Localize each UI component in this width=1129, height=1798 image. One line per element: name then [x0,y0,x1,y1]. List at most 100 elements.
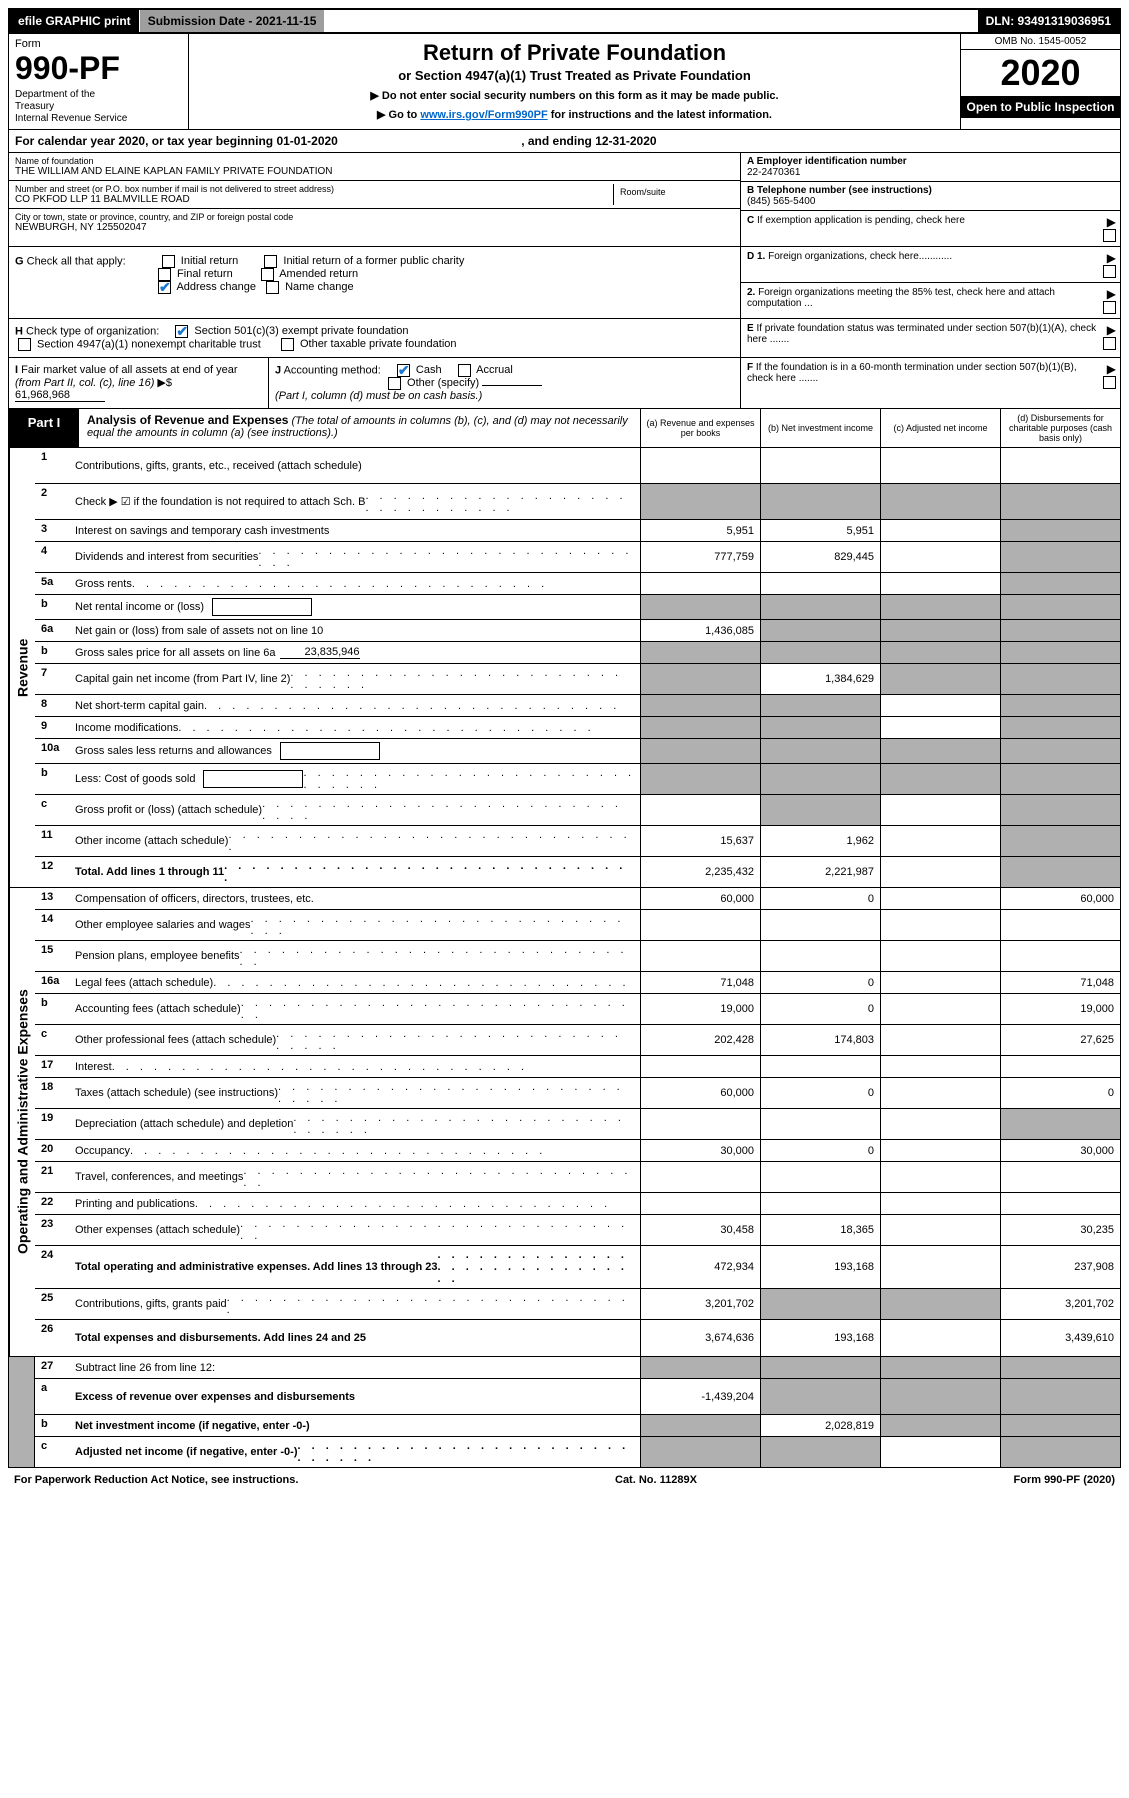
irs-link[interactable]: www.irs.gov/Form990PF [420,109,547,121]
col-d [1000,1357,1120,1378]
line-number: b [35,764,71,794]
col-c [880,484,1000,519]
col-a: 3,674,636 [640,1320,760,1356]
col-a [640,1415,760,1436]
col-a: 202,428 [640,1025,760,1055]
col-c [880,1109,1000,1139]
info-section: Name of foundation THE WILLIAM AND ELAIN… [8,153,1121,247]
col-a-header: (a) Revenue and expenses per books [640,409,760,447]
e-checkbox[interactable] [1103,337,1116,350]
d2-checkbox[interactable] [1103,301,1116,314]
col-b [760,448,880,483]
col-d: 237,908 [1000,1246,1120,1288]
col-a [640,573,760,594]
col-b: 1,384,629 [760,664,880,694]
col-b [760,1109,880,1139]
col-d [1000,573,1120,594]
line-desc: Contributions, gifts, grants, etc., rece… [71,448,640,483]
line-number: 2 [35,484,71,519]
i-label: I [15,364,18,376]
col-b [760,764,880,794]
g-address-change[interactable] [158,281,171,294]
table-row: 25 Contributions, gifts, grants paid 3,2… [35,1289,1120,1320]
col-d [1000,1056,1120,1077]
h-4947[interactable] [18,338,31,351]
col-a: -1,439,204 [640,1379,760,1414]
inspection-label: Open to Public Inspection [961,96,1120,118]
h-label: H [15,325,23,337]
line-desc: Other income (attach schedule) [71,826,640,856]
line-number: 7 [35,664,71,694]
g-initial-former[interactable] [264,255,277,268]
col-b: 0 [760,1140,880,1161]
g-initial-return[interactable] [162,255,175,268]
table-row: 6a Net gain or (loss) from sale of asset… [35,620,1120,642]
line-number: b [35,1415,71,1436]
line-number: 16a [35,972,71,993]
col-a [640,717,760,738]
col-d [1000,1109,1120,1139]
col-c [880,520,1000,541]
line-desc: Pension plans, employee benefits [71,941,640,971]
topbar: efile GRAPHIC print Submission Date - 20… [8,8,1121,34]
j-other[interactable] [388,377,401,390]
line-desc: Printing and publications [71,1193,640,1214]
form-label: Form [15,38,182,50]
f-checkbox[interactable] [1103,376,1116,389]
table-row: 18 Taxes (attach schedule) (see instruct… [35,1078,1120,1109]
table-row: 16a Legal fees (attach schedule) 71,0480… [35,972,1120,994]
col-a [640,1162,760,1192]
line-number: 8 [35,695,71,716]
table-row: 11 Other income (attach schedule) 15,637… [35,826,1120,857]
d1-checkbox[interactable] [1103,265,1116,278]
j-cash[interactable] [397,364,410,377]
col-b: 1,962 [760,826,880,856]
table-row: 7 Capital gain net income (from Part IV,… [35,664,1120,695]
line-desc: Less: Cost of goods sold [71,764,640,794]
line-desc: Occupancy [71,1140,640,1161]
col-c [880,1437,1000,1467]
h-501c3[interactable] [175,325,188,338]
section-g-d: G Check all that apply: Initial return I… [8,247,1121,319]
c-checkbox[interactable] [1103,229,1116,242]
col-b: 174,803 [760,1025,880,1055]
j-accrual[interactable] [458,364,471,377]
line-number: b [35,595,71,619]
col-c [880,795,1000,825]
name-label: Name of foundation [15,156,734,166]
col-a: 2,235,432 [640,857,760,887]
form-number: 990-PF [15,50,182,87]
col-c [880,642,1000,663]
col-b: 193,168 [760,1320,880,1356]
col-d [1000,595,1120,619]
col-c [880,1193,1000,1214]
foundation-name: THE WILLIAM AND ELAINE KAPLAN FAMILY PRI… [15,166,734,177]
line-number: 4 [35,542,71,572]
col-c [880,1025,1000,1055]
line-desc: Accounting fees (attach schedule) [71,994,640,1024]
col-a [640,448,760,483]
line-number: 12 [35,857,71,887]
line-desc: Total expenses and disbursements. Add li… [71,1320,640,1356]
h-other[interactable] [281,338,294,351]
col-d: 27,625 [1000,1025,1120,1055]
col-d [1000,542,1120,572]
col-a: 71,048 [640,972,760,993]
efile-button[interactable]: efile GRAPHIC print [10,10,140,32]
form-header: Form 990-PF Department of theTreasuryInt… [8,34,1121,130]
col-c [880,994,1000,1024]
line-desc: Gross profit or (loss) (attach schedule) [71,795,640,825]
line-number: a [35,1379,71,1414]
g-name-change[interactable] [266,281,279,294]
phone: (845) 565-5400 [747,196,1114,207]
col-c [880,695,1000,716]
col-c [880,1415,1000,1436]
line-number: 19 [35,1109,71,1139]
col-c [880,595,1000,619]
col-d [1000,484,1120,519]
g-amended[interactable] [261,268,274,281]
line-desc: Net short-term capital gain [71,695,640,716]
col-c [880,857,1000,887]
col-d: 0 [1000,1078,1120,1108]
col-a [640,642,760,663]
